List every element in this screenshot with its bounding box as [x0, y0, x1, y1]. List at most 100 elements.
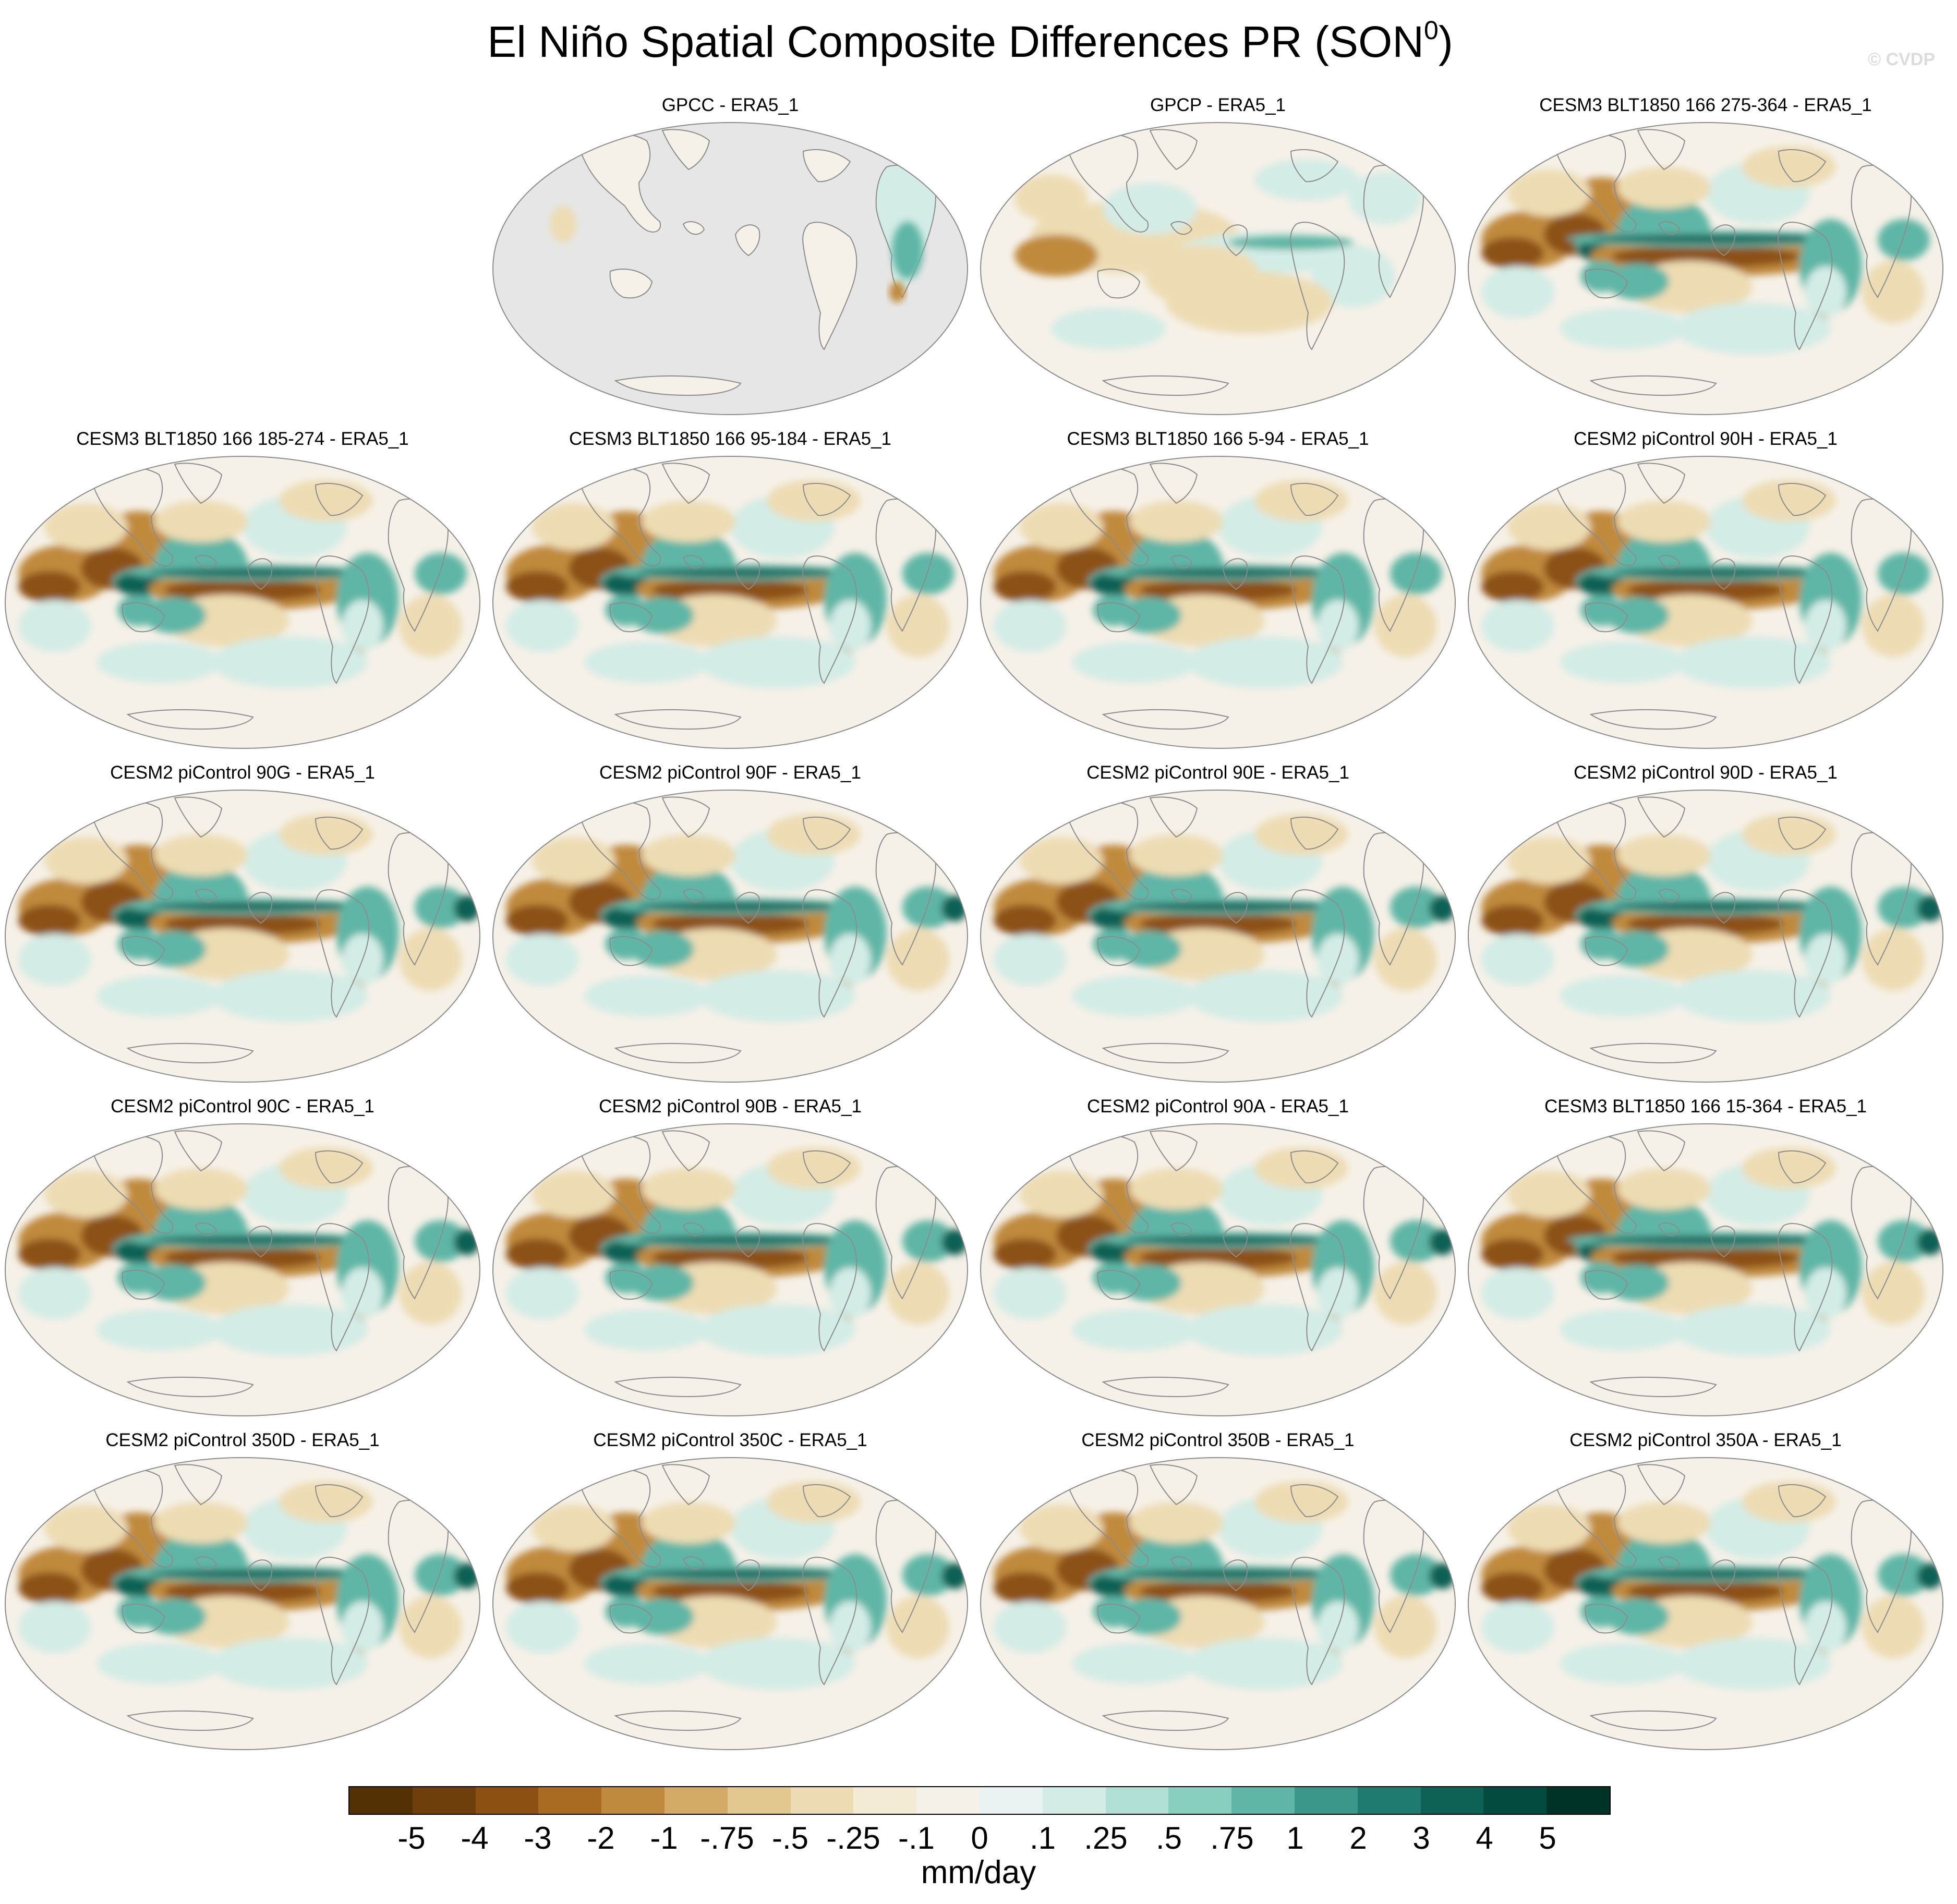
wet-anomaly [1606, 263, 1669, 300]
coastline [1222, 224, 1248, 257]
wet-anomaly [1878, 1554, 1930, 1596]
precip-difference-map [1468, 122, 1943, 415]
dry-anomaly [1742, 1481, 1836, 1523]
dry-anomaly [1140, 1246, 1296, 1269]
dry-anomaly [642, 1502, 735, 1544]
wet-anomaly [1093, 928, 1134, 960]
dry-anomaly [1742, 146, 1836, 188]
dry-anomaly [279, 1147, 373, 1189]
colorbar-swatch [1294, 1787, 1358, 1814]
dry-anomaly [1627, 913, 1784, 936]
map-panel: CESM2 piControl 90E - ERA5_1 [975, 761, 1460, 1085]
precip-difference-map [492, 790, 968, 1083]
wet-anomaly [1103, 183, 1197, 235]
colorbar-swatch [412, 1787, 476, 1814]
map-outline [1468, 1457, 1943, 1750]
coastline [174, 1130, 223, 1172]
coastline [1637, 1464, 1686, 1506]
coastline [614, 1376, 742, 1398]
coastline [1102, 709, 1229, 730]
coastline [1658, 221, 1681, 235]
colorbar-tick-label: .75 [1210, 1821, 1254, 1856]
coastline [315, 1223, 370, 1352]
dry-anomaly [652, 1246, 808, 1269]
wet-anomaly [636, 1570, 845, 1578]
wet-anomaly [1606, 931, 1669, 967]
wet-anomaly [1560, 1309, 1685, 1351]
dry-anomaly [164, 1580, 321, 1603]
colorbar-tick-label: 0 [971, 1821, 988, 1856]
dry-anomaly [164, 1246, 321, 1269]
coastline [126, 1042, 254, 1064]
coastline [1585, 269, 1628, 299]
precip-difference-map [980, 456, 1456, 749]
coastline [315, 817, 364, 850]
coastline [1778, 555, 1833, 684]
dry-anomaly [506, 571, 569, 602]
coastline [88, 799, 174, 900]
coastline [315, 1557, 370, 1685]
coastline [195, 1222, 218, 1236]
wet-anomaly [994, 1267, 1067, 1319]
dry-anomaly [1020, 1171, 1103, 1218]
colorbar-tick-label: -.1 [898, 1821, 935, 1856]
coastline [126, 709, 254, 730]
colorbar-tick-label: -.75 [700, 1821, 754, 1856]
coastline [1290, 149, 1339, 183]
dry-anomaly [887, 595, 949, 657]
coastline [1637, 129, 1686, 171]
wet-anomaly [1560, 975, 1685, 1017]
coastline [1097, 269, 1141, 299]
wet-anomaly [506, 1267, 579, 1319]
wet-anomaly [1187, 970, 1343, 1022]
coastline [1222, 1559, 1248, 1592]
colorbar-tick-label: 1 [1286, 1821, 1304, 1856]
wet-anomaly [605, 1596, 647, 1627]
wet-anomaly [143, 1598, 206, 1635]
colorbar-tick-label: 5 [1539, 1821, 1556, 1856]
dry-anomaly [642, 834, 735, 876]
map-panel: CESM2 piControl 90G - ERA5_1 [0, 761, 485, 1085]
coastline [1710, 224, 1736, 257]
map-panel: CESM3 BLT1850 166 5-94 - ERA5_1 [975, 428, 1460, 751]
wet-anomaly [1481, 266, 1554, 318]
coastline [661, 796, 710, 838]
map-outline [1468, 122, 1943, 415]
dry-anomaly [887, 928, 949, 991]
coastline [1149, 796, 1198, 838]
dry-anomaly [1020, 837, 1103, 884]
wet-anomaly [18, 1601, 91, 1653]
wet-anomaly [143, 1265, 206, 1301]
dry-anomaly [1617, 501, 1711, 542]
map-panel: CESM2 piControl 350C - ERA5_1 [488, 1429, 973, 1752]
coastline [1102, 1376, 1229, 1398]
coastline [1290, 222, 1345, 350]
wet-anomaly [1119, 597, 1181, 634]
coastline [1102, 1710, 1229, 1731]
colorbar-tick-label: -.5 [771, 1821, 809, 1856]
land-area [661, 129, 710, 171]
map-panel: CESM2 piControl 350B - ERA5_1 [975, 1429, 1460, 1752]
wet-anomaly [1093, 1596, 1134, 1627]
wet-anomaly [1390, 887, 1442, 928]
coastline [1063, 799, 1149, 900]
dry-anomaly [1617, 834, 1711, 876]
colorbar-tick-label: .1 [1029, 1821, 1056, 1856]
dry-anomaly [506, 1239, 569, 1270]
coastline [609, 1270, 653, 1300]
map-outline [1468, 790, 1943, 1083]
coastline [315, 555, 370, 684]
precip-difference-map [980, 122, 1456, 415]
dry-anomaly [154, 834, 248, 876]
dry-anomaly [1627, 1580, 1784, 1603]
dry-anomaly [44, 837, 128, 884]
wet-anomaly [1093, 595, 1134, 626]
wet-anomaly [605, 1262, 647, 1293]
coastline [682, 1222, 705, 1236]
coastline [195, 889, 218, 903]
coastline [122, 1270, 165, 1300]
wet-anomaly [1878, 1220, 1930, 1262]
wet-anomaly [994, 600, 1067, 652]
map-panel: GPCP - ERA5_1 [975, 94, 1460, 417]
coastline [315, 1150, 364, 1184]
